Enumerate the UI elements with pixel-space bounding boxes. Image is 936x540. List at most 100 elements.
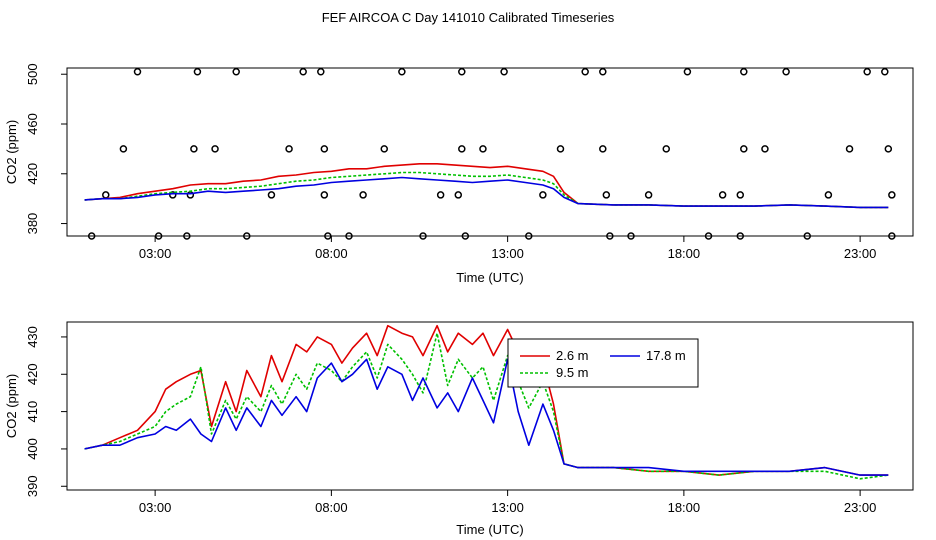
legend-label-2-6m: 2.6 m bbox=[556, 348, 589, 363]
data-marker bbox=[662, 145, 670, 153]
top-x-axis: 03:00 08:00 13:00 18:00 23:00 bbox=[139, 236, 877, 261]
data-marker bbox=[599, 67, 607, 76]
x-tick-label: 08:00 bbox=[315, 500, 348, 515]
data-marker bbox=[740, 67, 748, 76]
data-marker bbox=[154, 232, 163, 240]
top-plot-frame bbox=[66, 67, 914, 237]
data-marker bbox=[863, 67, 871, 76]
data-marker bbox=[317, 67, 325, 76]
data-marker bbox=[736, 191, 745, 199]
data-marker bbox=[740, 145, 748, 153]
data-marker bbox=[881, 67, 889, 76]
legend-label-17-8m: 17.8 m bbox=[646, 348, 686, 363]
data-marker bbox=[87, 232, 96, 240]
y-tick-label: 430 bbox=[25, 326, 40, 348]
data-marker bbox=[398, 67, 406, 76]
data-marker bbox=[761, 145, 769, 153]
top-series-lines bbox=[84, 163, 889, 209]
data-marker bbox=[324, 232, 332, 240]
data-marker bbox=[888, 232, 896, 240]
x-tick-label: 03:00 bbox=[139, 246, 172, 261]
data-marker bbox=[436, 191, 445, 199]
data-marker bbox=[500, 67, 508, 76]
data-marker bbox=[133, 67, 142, 76]
top-y-axis-label: CO2 (ppm) bbox=[4, 120, 19, 184]
data-marker bbox=[320, 191, 329, 199]
y-tick-label: 420 bbox=[25, 163, 40, 185]
data-marker bbox=[718, 191, 727, 199]
data-marker bbox=[232, 67, 240, 76]
data-marker bbox=[683, 67, 692, 76]
data-marker bbox=[824, 191, 833, 199]
data-marker bbox=[599, 145, 607, 153]
x-tick-label: 13:00 bbox=[491, 246, 524, 261]
y-tick-label: 390 bbox=[25, 475, 40, 497]
legend-box bbox=[507, 338, 699, 388]
y-tick-label: 380 bbox=[25, 213, 40, 235]
y-tick-label: 420 bbox=[25, 363, 40, 385]
x-tick-label: 13:00 bbox=[491, 500, 524, 515]
data-marker bbox=[461, 232, 470, 240]
x-tick-label: 23:00 bbox=[844, 246, 877, 261]
data-marker bbox=[845, 145, 854, 153]
bottom-plot-frame bbox=[66, 321, 914, 491]
data-marker bbox=[419, 232, 427, 240]
data-marker bbox=[458, 145, 466, 153]
y-tick-label: 400 bbox=[25, 438, 40, 460]
bottom-y-axis-label: CO2 (ppm) bbox=[4, 374, 19, 438]
legend: 2.6 m 17.8 m 9.5 m bbox=[507, 338, 699, 388]
data-marker bbox=[556, 145, 565, 153]
data-marker bbox=[479, 145, 487, 153]
x-tick-label: 03:00 bbox=[139, 500, 172, 515]
bottom-series-lines bbox=[84, 324, 889, 480]
data-marker bbox=[736, 232, 745, 240]
top-chart-panel: 03:00 08:00 13:00 18:00 23:00 380 420 460 500 T… bbox=[4, 63, 914, 285]
data-marker bbox=[884, 145, 893, 153]
top-markers bbox=[87, 67, 896, 240]
legend-label-9-5m: 9.5 m bbox=[556, 365, 589, 380]
data-marker bbox=[704, 232, 713, 240]
data-marker bbox=[888, 191, 896, 199]
bottom-x-axis-label: Time (UTC) bbox=[456, 522, 523, 537]
data-marker bbox=[211, 145, 219, 153]
series-line-2-6-m bbox=[84, 324, 889, 476]
data-marker bbox=[380, 145, 388, 153]
data-marker bbox=[299, 67, 307, 76]
y-tick-label: 460 bbox=[25, 113, 40, 135]
data-marker bbox=[119, 145, 128, 153]
data-marker bbox=[454, 191, 463, 199]
data-marker bbox=[644, 191, 653, 199]
data-marker bbox=[602, 191, 611, 199]
data-marker bbox=[267, 191, 276, 199]
bottom-x-axis: 03:00 08:00 13:00 18:00 23:00 bbox=[139, 490, 877, 515]
data-marker bbox=[169, 191, 177, 199]
data-marker bbox=[581, 67, 589, 76]
data-marker bbox=[183, 232, 191, 240]
data-marker bbox=[320, 145, 329, 153]
data-marker bbox=[782, 67, 790, 76]
series-line-17-8-m bbox=[84, 358, 889, 476]
figure-title: FEF AIRCOA C Day 141010 Calibrated Times… bbox=[322, 10, 615, 25]
data-marker bbox=[345, 232, 353, 240]
x-tick-label: 23:00 bbox=[844, 500, 877, 515]
data-marker bbox=[102, 191, 110, 199]
data-marker bbox=[606, 232, 614, 240]
y-tick-label: 500 bbox=[25, 63, 40, 85]
data-marker bbox=[193, 67, 202, 76]
x-tick-label: 08:00 bbox=[315, 246, 348, 261]
x-tick-label: 18:00 bbox=[668, 246, 701, 261]
data-marker bbox=[458, 67, 466, 76]
data-marker bbox=[243, 232, 251, 240]
data-marker bbox=[359, 191, 367, 199]
bottom-y-axis: 390 400 410 420 430 bbox=[25, 326, 67, 497]
data-marker bbox=[627, 232, 635, 240]
y-tick-label: 410 bbox=[25, 401, 40, 423]
bottom-chart-panel: 03:00 08:00 13:00 18:00 23:00 390 400 410 420 43… bbox=[4, 321, 914, 537]
data-marker bbox=[525, 232, 533, 240]
top-x-axis-label: Time (UTC) bbox=[456, 270, 523, 285]
data-marker bbox=[285, 145, 293, 153]
data-marker bbox=[803, 232, 811, 240]
series-line-2-6-m bbox=[84, 163, 889, 209]
series-line-17-8-m bbox=[84, 176, 889, 209]
